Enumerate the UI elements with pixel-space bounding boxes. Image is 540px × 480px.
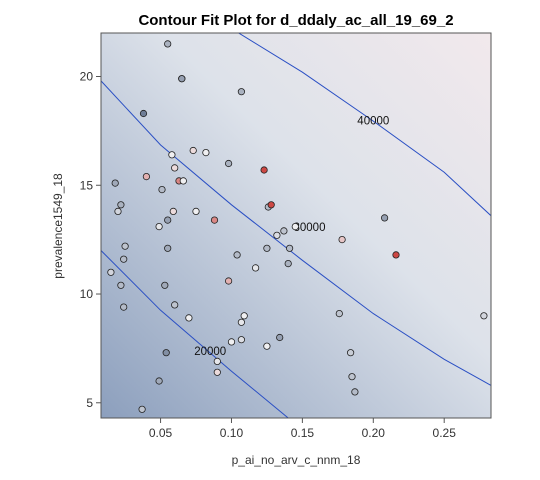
data-point-20: [169, 207, 177, 215]
data-point-59: [155, 377, 163, 385]
chart-title: Contour Fit Plot for d_ddaly_ac_all_19_6…: [138, 12, 453, 29]
x-tick-label: 0.15: [291, 426, 315, 440]
data-point-3: [237, 88, 245, 96]
data-point-53: [263, 342, 271, 350]
data-point-15: [158, 186, 166, 194]
data-point-47: [480, 312, 488, 320]
plot-frame: [100, 32, 492, 419]
y-tick-label: 5: [86, 396, 93, 410]
data-point-45: [240, 312, 248, 320]
data-point-60: [351, 388, 359, 396]
x-tick-label: 0.10: [220, 426, 244, 440]
data-point-19: [114, 207, 122, 215]
x-tick-label: 0.05: [149, 426, 173, 440]
data-point-52: [227, 338, 236, 346]
data-point-4: [139, 109, 148, 118]
data-point-34: [233, 251, 241, 259]
x-tick-label: 0.20: [362, 426, 386, 440]
data-point-30: [121, 242, 129, 250]
data-point-40: [225, 277, 233, 285]
data-point-51: [237, 336, 245, 344]
data-point-29: [338, 236, 346, 244]
data-point-14: [179, 177, 187, 185]
contour-lines: [101, 33, 491, 418]
data-point-31: [164, 244, 172, 252]
data-point-21: [192, 207, 200, 215]
data-point-22: [210, 216, 219, 224]
data-point-12: [111, 179, 119, 187]
data-point-49: [237, 318, 245, 326]
data-point-25: [155, 223, 163, 231]
data-point-43: [171, 301, 179, 309]
contour-label-20000: 20000: [194, 346, 226, 358]
contour-label-30000: 30000: [294, 222, 326, 234]
data-point-57: [213, 368, 221, 376]
data-point-28: [273, 231, 281, 239]
data-point-26: [291, 223, 299, 231]
data-point-6: [202, 149, 210, 157]
contour-line-30000: [101, 80, 491, 386]
y-tick-label: 15: [80, 178, 94, 192]
data-point-8: [225, 159, 233, 168]
data-point-46: [335, 309, 343, 318]
x-axis: 0.05 0.10 0.15 0.20 0.25: [149, 418, 456, 440]
data-point-54: [162, 349, 170, 357]
x-axis-label: p_ai_no_arv_c_nnm_18: [232, 453, 361, 467]
contour-line-40000: [237, 33, 491, 217]
data-point-11: [142, 173, 150, 181]
contour-label-40000: 40000: [357, 115, 389, 127]
y-tick-label: 10: [80, 287, 94, 301]
data-point-33: [285, 244, 294, 252]
data-point-42: [161, 281, 169, 289]
data-point-9: [171, 164, 179, 172]
data-point-50: [276, 333, 284, 342]
data-point-10: [260, 166, 268, 174]
y-axis-label: prevalence1549_18: [51, 173, 65, 279]
contour-line-20000: [101, 250, 289, 418]
data-point-5: [189, 146, 197, 155]
data-point-38: [252, 264, 260, 272]
data-point-18: [267, 201, 275, 209]
data-point-35: [392, 251, 400, 259]
plot-area: 20000 30000 40000: [100, 32, 492, 419]
contour-labels: 20000 30000 40000: [194, 115, 389, 358]
data-point-36: [120, 255, 128, 263]
data-point-41: [117, 281, 125, 289]
y-axis: 5 10 15 20: [80, 70, 101, 410]
data-point-7: [168, 151, 176, 159]
data-point-39: [107, 268, 115, 276]
data-points: [107, 40, 488, 413]
data-point-56: [213, 357, 221, 365]
x-tick-label: 0.25: [433, 426, 457, 440]
data-point-23: [164, 216, 172, 224]
data-point-61: [138, 405, 146, 413]
data-point-27: [280, 227, 288, 235]
data-point-0: [164, 40, 172, 48]
data-point-58: [348, 373, 356, 381]
data-point-24: [380, 214, 389, 222]
data-point-55: [346, 349, 355, 357]
data-point-16: [117, 201, 125, 209]
data-point-2: [178, 75, 186, 83]
data-point-44: [120, 303, 128, 311]
y-tick-label: 20: [80, 70, 94, 84]
data-point-37: [284, 259, 292, 268]
data-point-32: [263, 244, 271, 252]
data-point-48: [185, 314, 193, 322]
